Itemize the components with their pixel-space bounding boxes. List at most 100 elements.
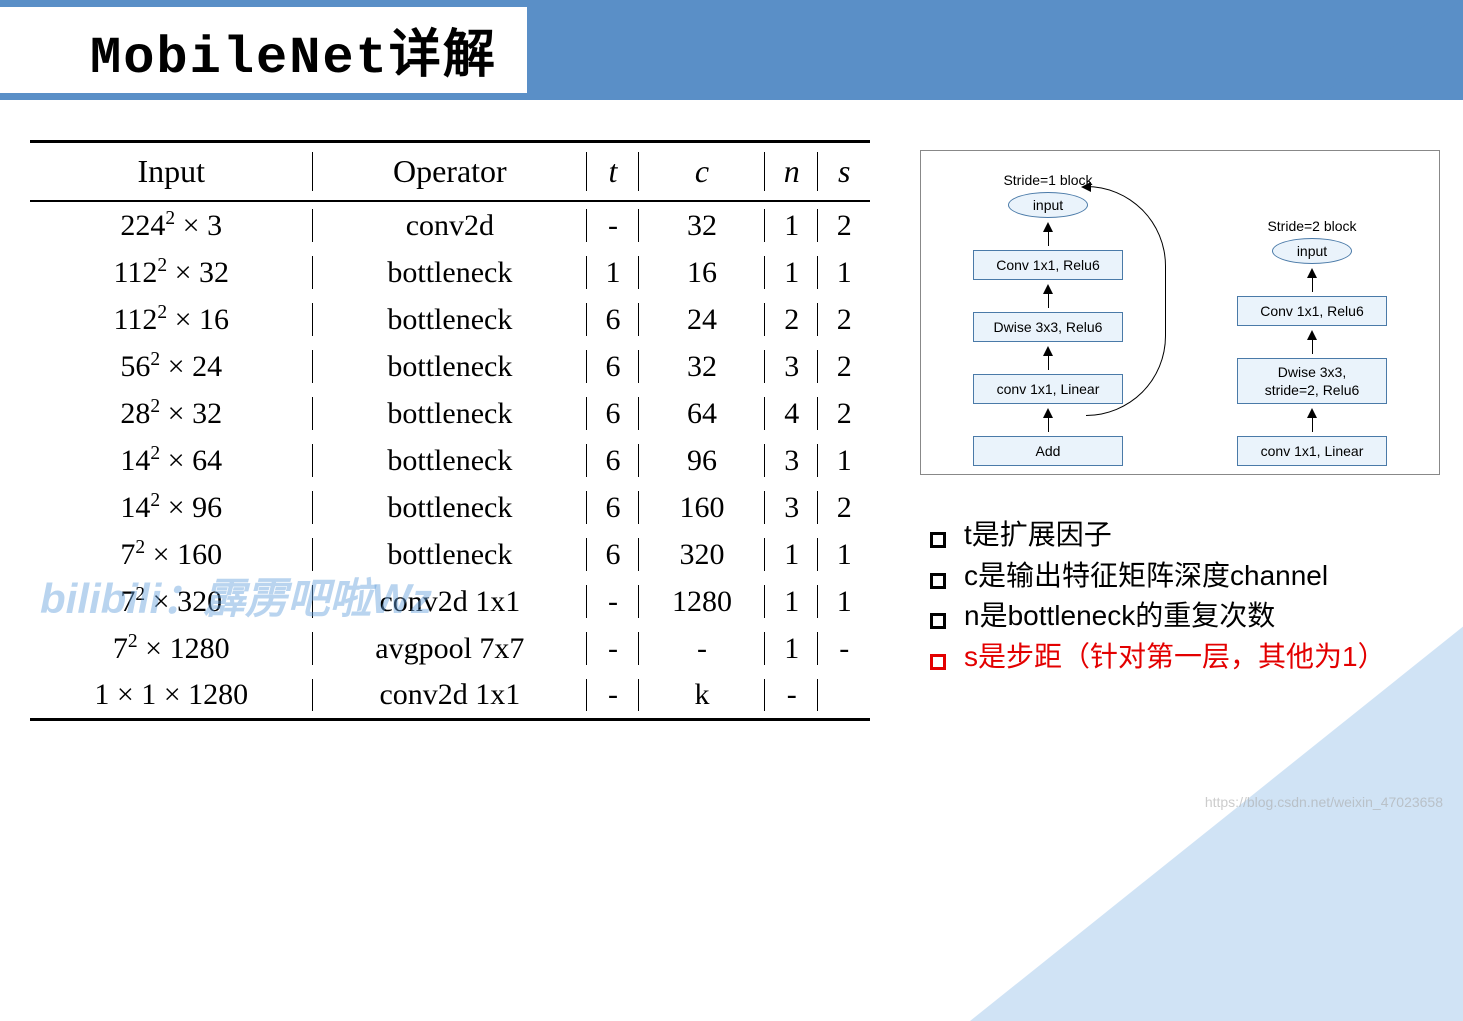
- cell-op: conv2d 1x1: [313, 672, 588, 720]
- block-diagram: Addconv 1x1, LinearDwise 3x3, Relu6Conv …: [920, 150, 1440, 475]
- diagram-node: conv 1x1, Linear: [1237, 436, 1387, 466]
- bullet-square-icon: [930, 613, 946, 629]
- cell-op: bottleneck: [313, 296, 588, 343]
- legend-text: c是输出特征矩阵深度channel: [964, 556, 1328, 597]
- cell-t: 6: [587, 296, 639, 343]
- table-row: 72 × 160bottleneck632011: [30, 531, 870, 578]
- cell-c: 32: [639, 201, 765, 249]
- legend-item: s是步距（针对第一层，其他为1）: [930, 637, 1440, 678]
- cell-n: 1: [765, 531, 818, 578]
- th-input: Input: [30, 142, 313, 202]
- watermark-corner: https://blog.csdn.net/weixin_47023658: [1205, 794, 1443, 810]
- cell-s: 2: [818, 390, 870, 437]
- cell-s: 2: [818, 343, 870, 390]
- page-title: MobileNet详解: [0, 7, 527, 93]
- diagram-node: Add: [973, 436, 1123, 466]
- arrow-up: [1043, 408, 1053, 432]
- cell-input: 72 × 320: [30, 578, 313, 625]
- th-n: n: [765, 142, 818, 202]
- diagram-node: Dwise 3x3,stride=2, Relu6: [1237, 358, 1387, 404]
- cell-n: 1: [765, 201, 818, 249]
- cell-op: bottleneck: [313, 437, 588, 484]
- cell-op: conv2d: [313, 201, 588, 249]
- cell-s: 2: [818, 296, 870, 343]
- arrow-up: [1307, 268, 1317, 292]
- cell-input: 72 × 160: [30, 531, 313, 578]
- cell-input: 562 × 24: [30, 343, 313, 390]
- cell-s: -: [818, 625, 870, 672]
- arrow-up: [1307, 408, 1317, 432]
- bullet-square-icon: [930, 532, 946, 548]
- cell-s: 2: [818, 484, 870, 531]
- cell-op: bottleneck: [313, 249, 588, 296]
- cell-c: -: [639, 625, 765, 672]
- diagram-caption: Stride=2 block: [1267, 218, 1356, 234]
- cell-t: 6: [587, 390, 639, 437]
- cell-input: 142 × 96: [30, 484, 313, 531]
- cell-n: 3: [765, 437, 818, 484]
- cell-t: -: [587, 672, 639, 720]
- cell-n: 3: [765, 484, 818, 531]
- cell-s: 1: [818, 578, 870, 625]
- table-row: 142 × 64bottleneck69631: [30, 437, 870, 484]
- cell-c: 32: [639, 343, 765, 390]
- right-panel: Addconv 1x1, LinearDwise 3x3, Relu6Conv …: [910, 140, 1440, 721]
- cell-op: bottleneck: [313, 484, 588, 531]
- cell-input: 1 × 1 × 1280: [30, 672, 313, 720]
- cell-op: bottleneck: [313, 343, 588, 390]
- skip-connection-arrow: [1081, 182, 1091, 192]
- cell-input: 2242 × 3: [30, 201, 313, 249]
- skip-connection-arc: [1086, 186, 1166, 416]
- diagram-node: Conv 1x1, Relu6: [1237, 296, 1387, 326]
- diagram-node: input: [1008, 192, 1088, 218]
- legend-text: n是bottleneck的重复次数: [964, 596, 1275, 637]
- table-row: 1 × 1 × 1280conv2d 1x1-k-: [30, 672, 870, 720]
- cell-op: avgpool 7x7: [313, 625, 588, 672]
- cell-t: 6: [587, 531, 639, 578]
- cell-s: 1: [818, 437, 870, 484]
- cell-t: 6: [587, 437, 639, 484]
- arrow-up: [1043, 222, 1053, 246]
- table-row: 1122 × 16bottleneck62422: [30, 296, 870, 343]
- table-row: 72 × 1280avgpool 7x7--1-: [30, 625, 870, 672]
- legend-item: t是扩展因子: [930, 515, 1440, 556]
- th-c: c: [639, 142, 765, 202]
- arrow-up: [1043, 284, 1053, 308]
- cell-c: k: [639, 672, 765, 720]
- legend-list: t是扩展因子c是输出特征矩阵深度channeln是bottleneck的重复次数…: [910, 515, 1440, 677]
- cell-n: 1: [765, 249, 818, 296]
- cell-op: bottleneck: [313, 531, 588, 578]
- cell-c: 96: [639, 437, 765, 484]
- stride2-column: conv 1x1, Linear Dwise 3x3,stride=2, Relu…: [1195, 166, 1429, 466]
- table-row: 72 × 320conv2d 1x1-128011: [30, 578, 870, 625]
- cell-s: [818, 672, 870, 720]
- cell-op: bottleneck: [313, 390, 588, 437]
- table-row: 1122 × 32bottleneck11611: [30, 249, 870, 296]
- legend-item: c是输出特征矩阵深度channel: [930, 556, 1440, 597]
- diagram-node: input: [1272, 238, 1352, 264]
- stride1-column: Addconv 1x1, LinearDwise 3x3, Relu6Conv …: [931, 166, 1165, 466]
- arrow-up: [1043, 346, 1053, 370]
- legend-text: s是步距（针对第一层，其他为1）: [964, 637, 1386, 678]
- th-t: t: [587, 142, 639, 202]
- cell-n: 1: [765, 625, 818, 672]
- diagram-caption: Stride=1 block: [1003, 172, 1092, 188]
- cell-n: 1: [765, 578, 818, 625]
- table-header-row: Input Operator t c n s: [30, 142, 870, 202]
- header-band: MobileNet详解: [0, 0, 1463, 100]
- cell-t: -: [587, 578, 639, 625]
- cell-c: 64: [639, 390, 765, 437]
- cell-n: 3: [765, 343, 818, 390]
- bullet-square-icon: [930, 654, 946, 670]
- decorative-triangle: [970, 621, 1463, 1021]
- content-area: Input Operator t c n s 2242 × 3conv2d-32…: [0, 100, 1463, 721]
- table-panel: Input Operator t c n s 2242 × 3conv2d-32…: [30, 140, 870, 721]
- cell-s: 2: [818, 201, 870, 249]
- cell-n: -: [765, 672, 818, 720]
- cell-c: 1280: [639, 578, 765, 625]
- cell-input: 72 × 1280: [30, 625, 313, 672]
- cell-n: 4: [765, 390, 818, 437]
- cell-s: 1: [818, 531, 870, 578]
- cell-t: 6: [587, 343, 639, 390]
- arrow-up: [1307, 330, 1317, 354]
